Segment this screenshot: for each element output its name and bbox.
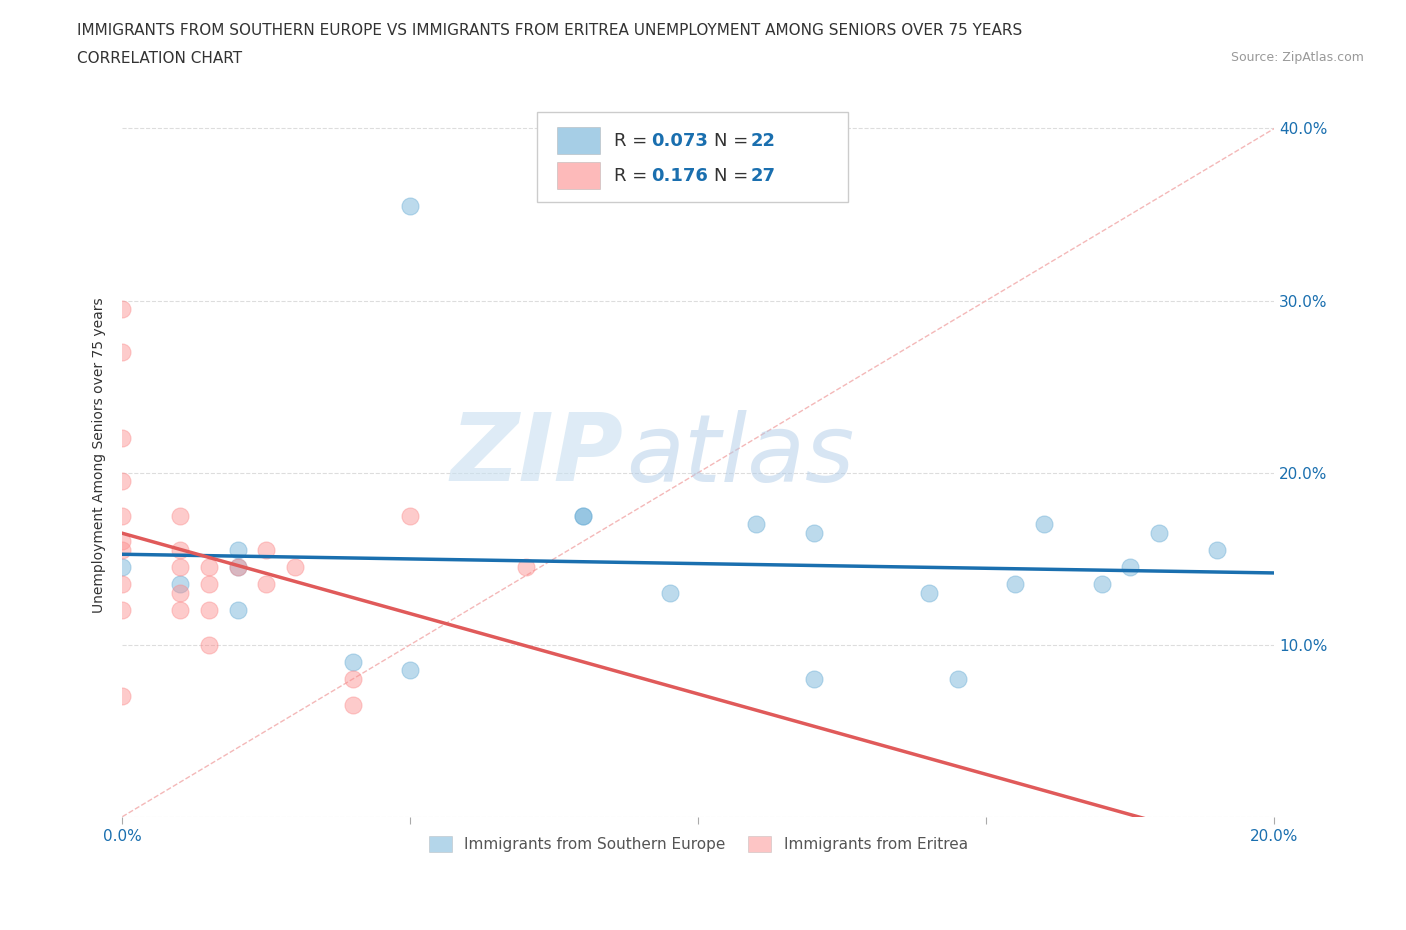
Point — [284, 560, 307, 575]
Text: 22: 22 — [751, 132, 775, 150]
Point — [169, 560, 191, 575]
Point — [918, 586, 941, 601]
Point — [1205, 542, 1227, 557]
Point — [169, 586, 191, 601]
Point — [226, 560, 249, 575]
Point — [226, 542, 249, 557]
Text: Source: ZipAtlas.com: Source: ZipAtlas.com — [1230, 51, 1364, 64]
Legend: Immigrants from Southern Europe, Immigrants from Eritrea: Immigrants from Southern Europe, Immigra… — [422, 829, 976, 859]
Text: N =: N = — [714, 132, 755, 150]
FancyBboxPatch shape — [537, 113, 848, 203]
Point — [197, 577, 219, 591]
Point — [342, 671, 364, 686]
Point — [226, 560, 249, 575]
Point — [1147, 525, 1170, 540]
Point — [658, 586, 681, 601]
Text: IMMIGRANTS FROM SOUTHERN EUROPE VS IMMIGRANTS FROM ERITREA UNEMPLOYMENT AMONG SE: IMMIGRANTS FROM SOUTHERN EUROPE VS IMMIG… — [77, 23, 1022, 38]
Point — [169, 577, 191, 591]
Point — [254, 542, 277, 557]
Point — [111, 560, 134, 575]
FancyBboxPatch shape — [557, 126, 600, 154]
Point — [226, 603, 249, 618]
FancyBboxPatch shape — [557, 162, 600, 190]
Point — [1004, 577, 1026, 591]
Text: CORRELATION CHART: CORRELATION CHART — [77, 51, 242, 66]
Point — [399, 508, 422, 523]
Text: R =: R = — [614, 166, 659, 184]
Text: ZIP: ZIP — [450, 409, 623, 501]
Point — [111, 431, 134, 445]
Point — [254, 577, 277, 591]
Point — [111, 534, 134, 549]
Point — [946, 671, 969, 686]
Point — [342, 655, 364, 670]
Point — [169, 603, 191, 618]
Point — [111, 508, 134, 523]
Text: 0.176: 0.176 — [651, 166, 709, 184]
Y-axis label: Unemployment Among Seniors over 75 years: Unemployment Among Seniors over 75 years — [93, 298, 107, 613]
Point — [515, 560, 537, 575]
Point — [111, 603, 134, 618]
Point — [572, 508, 595, 523]
Point — [169, 508, 191, 523]
Point — [399, 663, 422, 678]
Text: 27: 27 — [751, 166, 775, 184]
Point — [803, 525, 825, 540]
Point — [803, 671, 825, 686]
Point — [1090, 577, 1112, 591]
Point — [197, 603, 219, 618]
Point — [197, 560, 219, 575]
Point — [111, 473, 134, 488]
Point — [572, 508, 595, 523]
Text: N =: N = — [714, 166, 755, 184]
Text: atlas: atlas — [626, 410, 853, 501]
Point — [399, 198, 422, 213]
Point — [745, 517, 768, 532]
Text: R =: R = — [614, 132, 654, 150]
Point — [197, 637, 219, 652]
Point — [111, 301, 134, 316]
Point — [111, 542, 134, 557]
Point — [342, 698, 364, 712]
Text: 0.073: 0.073 — [651, 132, 709, 150]
Point — [169, 542, 191, 557]
Point — [1033, 517, 1056, 532]
Point — [111, 577, 134, 591]
Point — [111, 689, 134, 704]
Point — [1119, 560, 1142, 575]
Point — [111, 345, 134, 360]
